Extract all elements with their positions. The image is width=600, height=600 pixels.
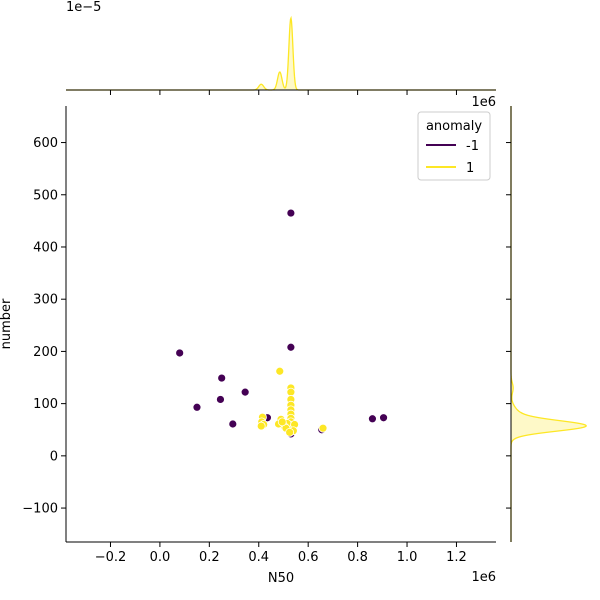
x-tick-label: 0.0 <box>150 550 171 565</box>
scatter-point-anomaly-neg1 <box>286 208 296 218</box>
x-tick-label: −0.2 <box>95 550 127 565</box>
legend-label-anomaly-1: 1 <box>466 161 474 176</box>
scatter-point-anomaly-neg1 <box>216 395 225 404</box>
x-tick-label: 0.4 <box>248 550 269 565</box>
x-tick-label: 0.2 <box>199 550 220 565</box>
scatter-points <box>175 208 388 439</box>
top-kde-curves <box>66 15 496 91</box>
y-tick-label: −100 <box>22 502 58 517</box>
scatter-point-anomaly-1 <box>285 427 295 437</box>
right-kde-fill <box>511 106 587 542</box>
x-tick-label: 1.0 <box>397 550 418 565</box>
right-kde-line <box>510 106 587 542</box>
scatter-point-anomaly-neg1 <box>192 402 202 412</box>
x-tick-label: 1.2 <box>446 550 467 565</box>
x-tick-label: 0.8 <box>347 550 368 565</box>
scatter-point-anomaly-neg1 <box>240 387 250 397</box>
scatter-point-anomaly-neg1 <box>368 414 377 424</box>
right-marginal-kde: 1e6 <box>471 95 587 542</box>
x-axis-label: N50 <box>268 571 294 586</box>
top-marginal-offset-label: 1e−5 <box>66 0 101 15</box>
scatter-point-anomaly-neg1 <box>217 373 227 383</box>
top-kde-fill <box>66 18 496 90</box>
top-marginal-kde: 1e−5 <box>66 0 496 95</box>
right-marginal-offset-label: 1e6 <box>471 95 496 110</box>
scatter-point-anomaly-1 <box>277 417 287 427</box>
top-marginal-ticks <box>109 90 457 95</box>
scatter-point-anomaly-neg1 <box>286 342 296 352</box>
legend-label-anomaly-neg1: -1 <box>466 139 479 154</box>
legend-title: anomaly <box>426 119 482 134</box>
scatter-point-anomaly-neg1 <box>379 413 388 423</box>
y-tick-label: 100 <box>33 397 58 412</box>
scatter-point-anomaly-1 <box>286 387 296 397</box>
scatter-axes: −0.2 0.0 0.2 0.4 0.6 0.8 1.0 1.2 −100 0 100 200 300… <box>0 106 496 586</box>
scatter-point-anomaly-1 <box>318 423 328 433</box>
legend: anomaly -1 1 <box>417 111 491 181</box>
scatter-point-anomaly-neg1 <box>175 348 185 358</box>
x-axis-ticks: −0.2 0.0 0.2 0.4 0.6 0.8 1.0 1.2 <box>95 542 467 565</box>
x-axis-offset-label: 1e6 <box>471 570 496 585</box>
x-tick-label: 0.6 <box>298 550 319 565</box>
scatter-point-anomaly-1 <box>275 366 285 376</box>
y-axis-label: number <box>0 298 14 349</box>
y-tick-label: 200 <box>33 345 58 360</box>
y-axis-ticks: −100 0 100 200 300 400 500 600 <box>22 136 66 517</box>
y-tick-label: 0 <box>50 449 58 464</box>
y-tick-label: 400 <box>33 240 58 255</box>
scatter-point-anomaly-1 <box>256 421 266 431</box>
y-tick-label: 300 <box>33 293 58 308</box>
right-kde-curves <box>510 106 587 542</box>
y-tick-label: 600 <box>33 136 58 151</box>
right-marginal-ticks <box>506 142 511 509</box>
y-tick-label: 500 <box>33 188 58 203</box>
scatter-point-anomaly-neg1 <box>228 419 238 429</box>
